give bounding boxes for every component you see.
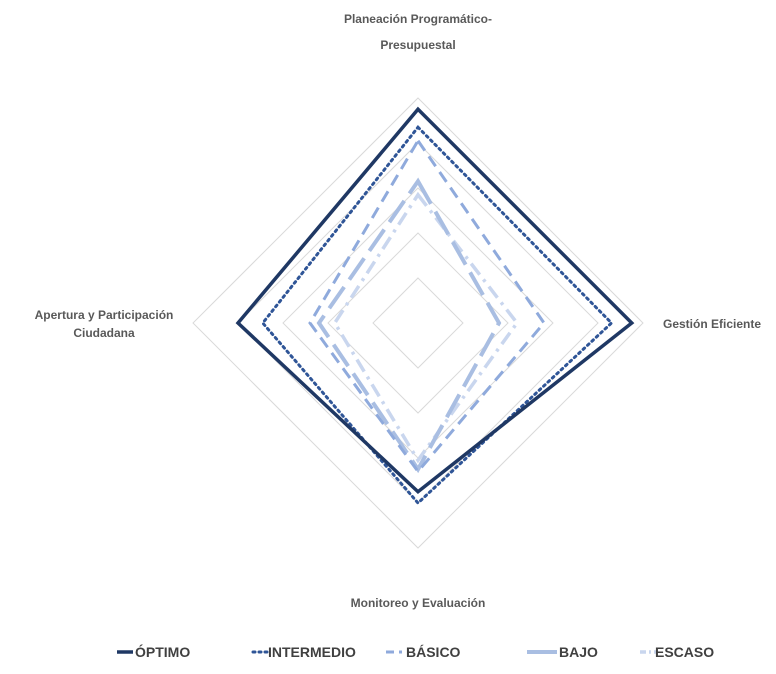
legend: ÓPTIMO INTERMEDIO BÁSICO BAJO ESCASO <box>117 643 714 660</box>
axis-label-apertura-y-participacion-ciudadana: Apertura y Participación Ciudadana <box>35 308 174 340</box>
axis-label-line: Ciudadana <box>73 326 135 340</box>
radar-grid <box>192 97 644 549</box>
axis-label-line: Presupuestal <box>380 38 455 52</box>
series-optimo <box>235 106 635 495</box>
axis-label-line: Monitoreo y Evaluación <box>351 596 486 610</box>
legend-label: ÓPTIMO <box>135 643 190 660</box>
grid-ring-5 <box>192 97 644 549</box>
series-intermedio <box>260 124 614 506</box>
axis-label-planeacion-programatico-presupuestal: Planeación Programático- Presupuestal <box>344 12 492 52</box>
legend-label: INTERMEDIO <box>268 644 356 660</box>
axis-label-gestion-eficiente: Gestión Eficiente <box>663 317 761 331</box>
radar-axis-labels: Planeación Programático- Presupuestal Gest… <box>35 12 762 610</box>
legend-item-basico: BÁSICO <box>386 644 461 660</box>
legend-label: BAJO <box>559 644 598 660</box>
axis-label-line: Apertura y Participación <box>35 308 174 322</box>
grid-ring-2 <box>327 232 509 414</box>
legend-item-intermedio: INTERMEDIO <box>251 644 356 660</box>
series-escaso <box>332 191 520 464</box>
legend-label: BÁSICO <box>406 644 461 660</box>
legend-label: ESCASO <box>655 644 714 660</box>
series-basico <box>308 137 546 474</box>
radar-series <box>235 106 635 506</box>
axis-label-line: Gestión Eficiente <box>663 317 761 331</box>
axis-label-monitoreo-y-evaluacion: Monitoreo y Evaluación <box>351 596 486 610</box>
axis-label-line: Planeación Programático- <box>344 12 492 26</box>
grid-ring-1 <box>372 277 464 369</box>
legend-item-escaso: ESCASO <box>640 644 714 660</box>
legend-item-bajo: BAJO <box>527 644 598 660</box>
legend-item-optimo: ÓPTIMO <box>117 643 190 660</box>
